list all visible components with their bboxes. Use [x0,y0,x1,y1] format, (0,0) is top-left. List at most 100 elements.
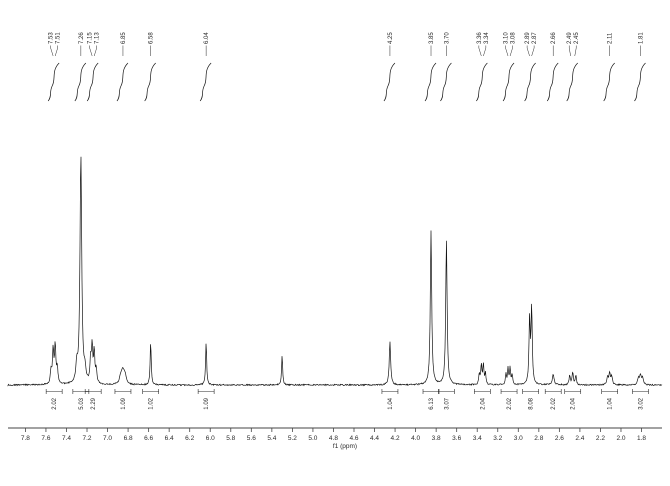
peak-label-connector [574,45,577,57]
peak-shift-label: 6.04 [204,32,210,44]
x-axis-tick-label: 3.6 [452,435,461,442]
integral-curve [74,62,87,102]
x-axis-tick-label: 5.2 [288,435,297,442]
x-axis-tick-label: 2.8 [534,435,543,442]
x-axis-tick-label: 3.4 [473,435,482,442]
x-axis-tick-label: 4.2 [391,435,400,442]
integral-bracket [474,389,491,394]
peak-shift-label: 6.85 [121,32,127,44]
integral-curve [383,62,396,102]
x-axis-tick-label: 5.8 [226,435,235,442]
x-axis-title: f1 (ppm) [332,443,358,450]
peak-shift-label: 7.15 [88,32,94,44]
integral-bracket [632,389,649,394]
x-axis-tick-label: 7.8 [21,435,30,442]
peak-shift-label: 2.45 [574,32,580,44]
x-axis-tick-label: 6.6 [144,435,153,442]
peak-shift-label: 3.08 [511,32,517,44]
peak-label-connector [509,45,513,57]
integral-value: 1.09 [204,397,210,409]
peak-shift-label: 6.58 [149,32,155,44]
x-axis-tick-label: 6.0 [206,435,215,442]
x-axis-tick-label: 5.4 [267,435,276,442]
peak-label-connector [478,45,482,57]
x-axis-tick-label: 3.2 [493,435,502,442]
integral-value: 2.04 [480,397,486,409]
peak-shift-label: 2.49 [567,32,573,44]
x-axis-tick-label: 4.4 [370,435,379,442]
integral-bracket [197,389,215,394]
integral-value: 1.04 [608,397,614,409]
x-axis-tick-label: 2.4 [575,435,584,442]
integral-value: 1.02 [149,397,155,409]
x-axis-tick-label: 7.2 [82,435,91,442]
integral-value: 1.04 [388,397,394,409]
x-axis-tick-label: 3.0 [514,435,523,442]
x-axis-tick-label: 2.6 [555,435,564,442]
integral-curve [424,62,437,102]
integral-curve [86,62,99,102]
integral-curve [566,62,578,102]
integral-value: 2.02 [52,397,58,409]
integral-value: 2.02 [551,397,557,409]
peak-shift-label: 7.26 [79,32,85,44]
integral-bracket [544,389,562,394]
integral-curve [144,62,156,102]
peak-shift-label: 3.36 [477,32,483,44]
integral-curve [502,62,515,102]
integral-bracket [564,389,582,394]
peak-shift-label: 2.87 [532,32,538,44]
x-axis-tick-label: 6.2 [185,435,194,442]
integral-value: 2.02 [507,397,513,409]
x-axis-tick-label: 5.0 [308,435,317,442]
peak-label-connector [89,45,93,57]
integral-bracket [422,389,440,394]
integral-value: 2.04 [571,397,577,409]
integral-curve [116,62,129,102]
integral-bracket [381,389,399,394]
peak-shift-label: 2.89 [525,32,531,44]
integral-bracket [142,389,159,394]
x-axis-tick-label: 2.0 [616,435,625,442]
x-axis-tick-label: 1.8 [637,435,646,442]
integral-curve [634,62,646,102]
peak-shift-label: 7.51 [56,32,62,44]
integral-value: 6.13 [429,397,435,409]
integral-curve [199,62,212,102]
peak-shift-label: 2.11 [608,32,614,44]
x-axis-tick-label: 7.4 [62,435,71,442]
integral-curve [524,62,536,102]
integral-curve [440,62,452,102]
integral-bracket [438,389,455,394]
x-axis-tick-label: 7.6 [41,435,50,442]
x-axis-tick-label: 4.8 [329,435,338,442]
integral-bracket [522,389,539,394]
integral-curve [603,62,615,102]
peak-label-connector [505,45,509,57]
peak-shift-label: 2.66 [551,32,557,44]
peak-label-connector [531,45,535,57]
spectrum-trace [7,156,663,387]
integral-bracket [84,389,102,394]
integral-bracket [601,389,618,394]
integral-curve [47,62,60,102]
peak-label-connector [526,45,530,57]
x-axis-tick-label: 4.0 [411,435,420,442]
x-axis-tick-label: 6.4 [165,435,174,442]
peak-shift-label: 1.81 [638,32,644,44]
peak-shift-label: 3.70 [444,32,450,44]
integral-value: 3.07 [444,397,450,409]
peak-label-connector [50,45,54,57]
x-axis-tick-label: 6.8 [124,435,133,442]
peak-label-connector [93,45,97,57]
peak-shift-label: 4.25 [388,32,394,44]
x-axis-tick-label: 4.6 [349,435,358,442]
peak-shift-label: 3.34 [484,32,490,44]
x-axis-tick-label: 3.8 [432,435,441,442]
integral-curve [546,62,559,102]
peak-label-connector [54,45,58,57]
integral-bracket [500,389,518,394]
integral-bracket [45,389,63,394]
